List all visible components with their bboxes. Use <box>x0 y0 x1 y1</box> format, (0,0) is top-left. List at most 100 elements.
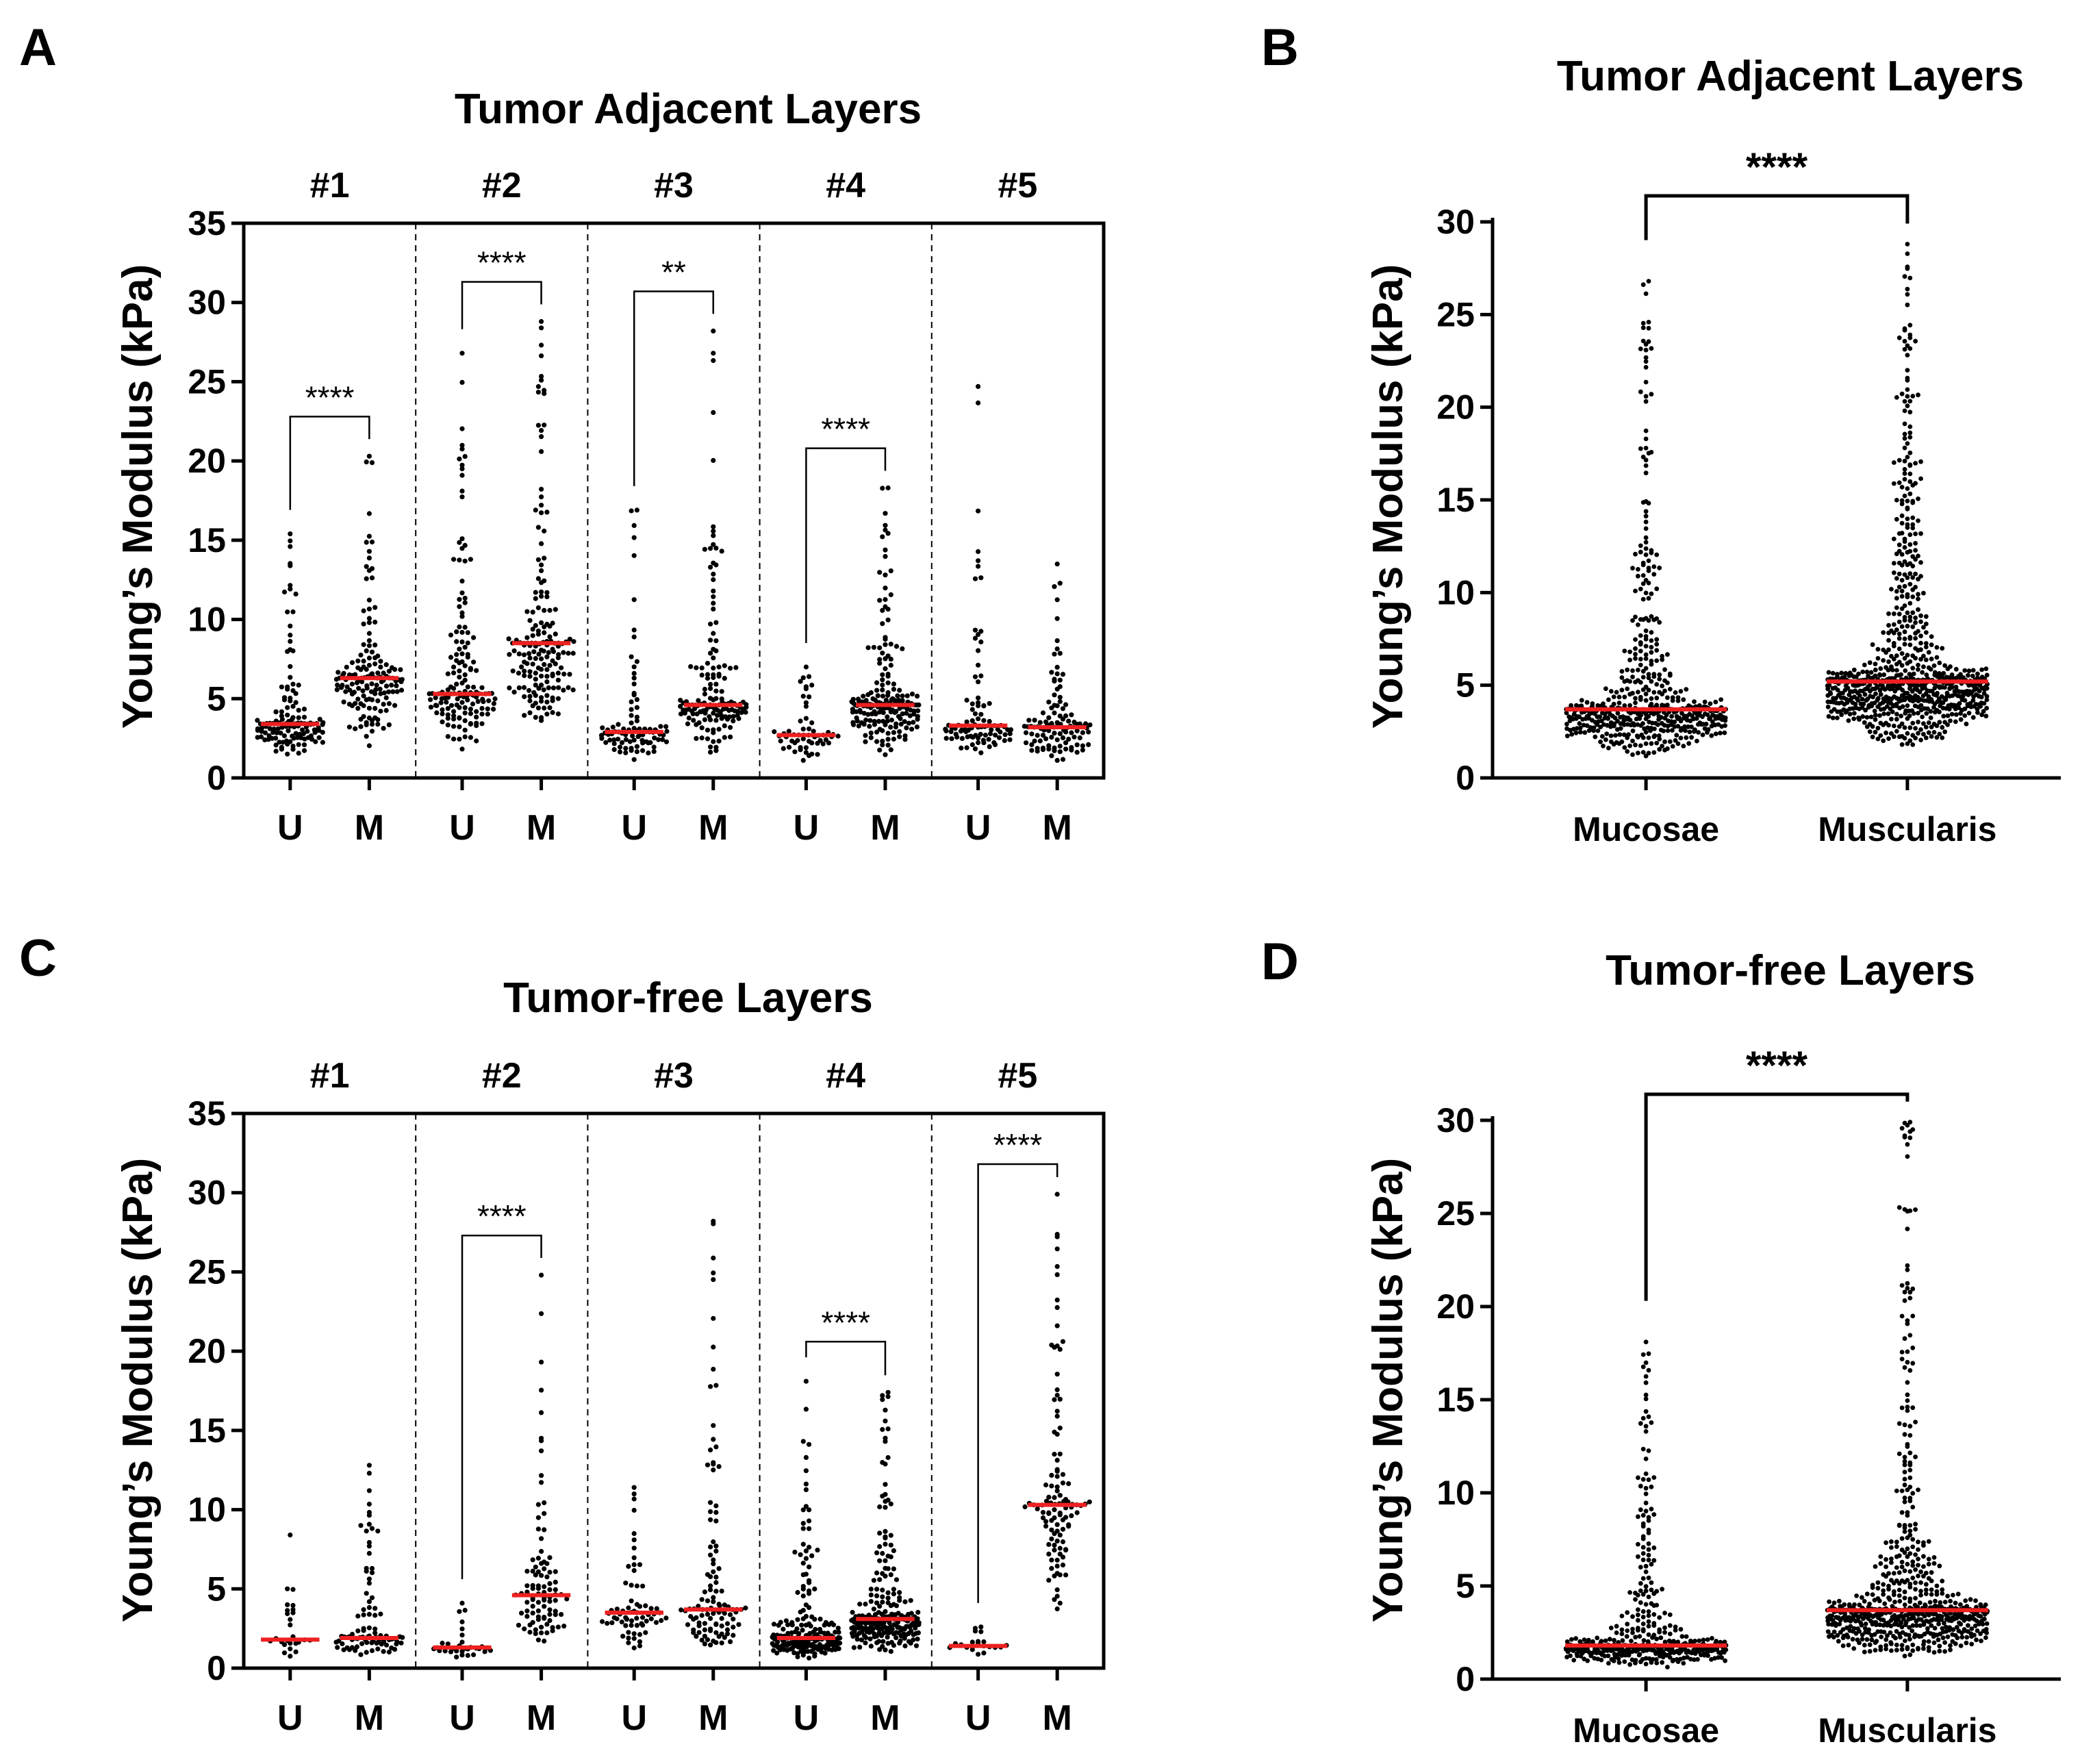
chart-b-muscularis-point <box>1907 725 1913 731</box>
chart-b-mucosae-point <box>1640 735 1646 740</box>
chart-a-m-point <box>907 713 913 718</box>
chart-a-m-point <box>1077 735 1082 741</box>
chart-b-muscularis-point <box>1861 701 1866 707</box>
chart-d-mucosae-point <box>1607 1637 1612 1642</box>
chart-d-mucosae-point <box>1616 1660 1622 1665</box>
chart-c-m-point <box>369 1640 375 1646</box>
chart-b-muscularis-point <box>1831 707 1837 712</box>
chart-c-m-point <box>722 1635 727 1640</box>
chart-a-m-point <box>366 620 372 625</box>
chart-b-muscularis-point <box>1905 525 1910 530</box>
chart-d-muscularis-point <box>1910 1575 1916 1580</box>
chart-c-m-point <box>877 1577 883 1583</box>
chart-d-muscularis-point <box>1905 1122 1910 1128</box>
chart-c-m-point <box>1052 1344 1057 1350</box>
chart-a-m-point <box>722 735 727 740</box>
chart-b-muscularis-point <box>1902 656 1907 661</box>
chart-b-mucosae-point <box>1625 667 1630 672</box>
chart-b-mucosae-point <box>1662 667 1667 672</box>
chart-b-muscularis-point <box>1899 552 1905 557</box>
chart-c-m-point <box>708 1628 713 1633</box>
chart-a-m-point <box>1060 757 1066 762</box>
chart-b-muscularis-point <box>1979 667 1985 672</box>
chart-c-u-point <box>807 1441 812 1447</box>
chart-b-muscularis-point <box>1953 666 1959 672</box>
chart-a-u-point <box>462 600 468 605</box>
chart-a-m-point <box>553 607 558 612</box>
chart-d-mucosae-point <box>1692 1657 1697 1663</box>
chart-c-m-point <box>535 1637 542 1643</box>
chart-d-muscularis-point <box>1878 1554 1884 1559</box>
chart-a-m-point <box>530 609 535 615</box>
chart-a-u-point <box>656 737 661 742</box>
chart-d-mucosae-point <box>1670 1659 1675 1664</box>
chart-a-m-point <box>728 734 733 740</box>
chart-a-u-point <box>457 604 462 609</box>
chart-a-u-point <box>277 740 282 745</box>
chart-d-muscularis-point <box>1878 1561 1884 1566</box>
chart-b-mucosae-point <box>1636 622 1640 627</box>
chart-b-mucosae-point <box>1667 687 1673 692</box>
chart-d-muscularis-point <box>1916 1563 1920 1568</box>
chart-b-mucosae-point <box>1633 646 1638 651</box>
chart-c-u-point <box>281 1642 288 1648</box>
chart-b-mucosae-point <box>1584 700 1590 705</box>
chart-a-u-point <box>823 737 828 742</box>
chart-b-muscularis-point <box>1894 395 1899 400</box>
chart-c-m-point <box>699 1597 705 1602</box>
chart-c-u-point <box>822 1650 828 1656</box>
chart-a-u-point <box>629 720 634 726</box>
chart-c-group-label: #4 <box>826 1056 865 1096</box>
chart-a-u-point <box>267 726 272 731</box>
chart-a-m-point <box>1057 651 1063 656</box>
chart-b-muscularis-point <box>1894 653 1899 658</box>
chart-c-u-point <box>803 1556 809 1561</box>
chart-c-m-point <box>1057 1493 1063 1498</box>
chart-b-muscularis-point <box>1905 507 1910 512</box>
chart-c-m-point <box>369 1648 375 1654</box>
chart-b-muscularis-point <box>1972 704 1977 709</box>
chart-a-m-point <box>344 664 349 670</box>
chart-d-mucosae-point <box>1649 1561 1654 1567</box>
chart-b-mucosae-point <box>1646 279 1651 284</box>
chart-b-mucosae-point <box>1643 436 1649 442</box>
chart-c-m-point <box>353 1648 358 1653</box>
chart-c-m-point <box>708 1517 713 1522</box>
chart-c-u-point <box>781 1626 786 1632</box>
chart-d-mucosae-point <box>1643 1570 1649 1574</box>
chart-c-u-point <box>290 1602 296 1608</box>
chart-a-u-point <box>279 684 284 690</box>
chart-b-muscularis-point <box>1894 551 1899 557</box>
chart-d-muscularis-point <box>1851 1646 1857 1651</box>
chart-b-mucosae-point <box>1638 586 1643 592</box>
chart-c-u-point <box>640 1615 646 1620</box>
chart-b-mucosae-point <box>1654 682 1660 687</box>
chart-d-muscularis-point <box>1939 1617 1944 1622</box>
chart-b-muscularis-point <box>1913 541 1918 546</box>
chart-a-u-point <box>294 735 300 740</box>
chart-a-m-point <box>915 716 920 722</box>
chart-c-u-point <box>614 1616 620 1622</box>
chart-a-u-point <box>457 668 462 674</box>
chart-c-u-point <box>978 1624 984 1630</box>
chart-c-m-point <box>530 1597 535 1602</box>
chart-c-u-point <box>288 1622 293 1628</box>
chart-a-m-point <box>898 721 904 727</box>
chart-b-muscularis-point <box>1878 692 1884 697</box>
chart-c-m-point <box>713 1518 719 1524</box>
chart-a-significance-label: **** <box>305 379 355 415</box>
chart-c-u-point <box>459 1600 465 1606</box>
chart-b-muscularis-point <box>1902 421 1907 427</box>
chart-a-m-point <box>550 673 555 679</box>
chart-a-m-point <box>1057 714 1063 719</box>
chart-a-u-point <box>457 716 462 721</box>
chart-d-muscularis-point <box>1925 1626 1930 1631</box>
chart-d-muscularis-point <box>1913 1580 1918 1585</box>
chart-a-u-point <box>457 724 462 729</box>
chart-a-m-point <box>678 711 684 717</box>
chart-c-u-point <box>631 1537 637 1543</box>
chart-a-u-point <box>1002 738 1007 744</box>
chart-d-muscularis-point <box>1837 1622 1842 1627</box>
chart-a-m-point <box>904 725 909 731</box>
chart-c-u-point <box>631 1485 637 1490</box>
